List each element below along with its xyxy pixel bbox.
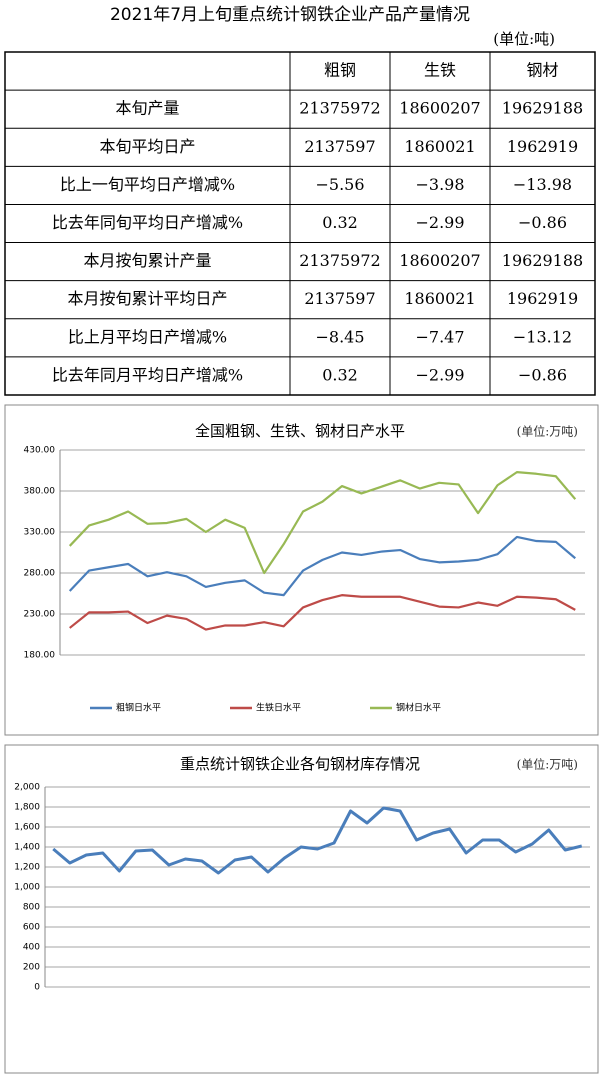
table-cell: 21375972 xyxy=(299,251,380,270)
table-cell: 2137597 xyxy=(304,137,375,156)
y-tick-label: 800 xyxy=(23,903,40,913)
table-cell: 1860021 xyxy=(404,289,475,308)
series-line xyxy=(68,471,577,575)
row-label: 比上月平均日产增减% xyxy=(68,327,227,346)
table-cell: −5.56 xyxy=(315,175,364,194)
y-tick-label: 1,000 xyxy=(14,883,40,893)
row-label: 比去年同月平均日产增减% xyxy=(52,365,243,384)
table-cell: −2.99 xyxy=(415,365,464,384)
table-cell: 1962919 xyxy=(507,137,578,156)
table-cell: 1860021 xyxy=(404,137,475,156)
chart-frame xyxy=(4,404,599,736)
table-cell: −2.99 xyxy=(415,213,464,232)
y-tick-label: 2,000 xyxy=(14,783,40,793)
table-cell: −0.86 xyxy=(518,213,567,232)
series-line xyxy=(52,806,583,875)
row-label: 本月按旬累计平均日产 xyxy=(67,289,227,308)
legend-label: 粗钢日水平 xyxy=(116,702,161,714)
table-cell: −13.98 xyxy=(513,175,572,194)
chart-frame xyxy=(4,744,599,1074)
y-tick-label: 380.00 xyxy=(24,487,56,497)
row-label: 比上一旬平均日产增减% xyxy=(60,175,235,194)
row-label: 本月按旬累计产量 xyxy=(83,251,211,270)
row-label: 本旬产量 xyxy=(115,99,179,118)
table-cell: 19629188 xyxy=(502,251,583,270)
chart-unit: (单位:万吨) xyxy=(517,757,578,772)
table-cell: 1962919 xyxy=(507,289,578,308)
series-line xyxy=(68,535,576,597)
y-tick-label: 230.00 xyxy=(24,610,56,620)
table-cell: 0.32 xyxy=(322,365,358,384)
table-cell: 18600207 xyxy=(399,251,480,270)
table-cell: 19629188 xyxy=(502,99,583,118)
column-header: 生铁 xyxy=(424,61,456,80)
y-tick-label: 200 xyxy=(23,963,40,973)
table-border xyxy=(4,51,596,396)
y-tick-label: 1,200 xyxy=(14,863,40,873)
chart-title: 重点统计钢铁企业各旬钢材库存情况 xyxy=(180,755,420,773)
table-cell: −13.12 xyxy=(513,327,572,346)
y-tick-label: 1,600 xyxy=(14,823,40,833)
table-cell: 18600207 xyxy=(399,99,480,118)
y-tick-label: 330.00 xyxy=(24,528,56,538)
doc-title: 2021年7月上旬重点统计钢铁企业产品产量情况 xyxy=(110,5,470,25)
table-cell: 0.32 xyxy=(322,213,358,232)
table-cell: −3.98 xyxy=(415,175,464,194)
table-cell: −7.47 xyxy=(415,327,464,346)
chart-unit: (单位:万吨) xyxy=(517,424,578,439)
y-tick-label: 180.00 xyxy=(24,651,56,661)
y-tick-label: 430.00 xyxy=(24,446,56,456)
legend-label: 钢材日水平 xyxy=(396,702,441,714)
y-tick-label: 1,400 xyxy=(14,843,40,853)
legend-label: 生铁日水平 xyxy=(256,702,301,714)
y-tick-label: 280.00 xyxy=(24,569,56,579)
row-label: 比去年同旬平均日产增减% xyxy=(52,213,243,232)
table-cell: 2137597 xyxy=(304,289,375,308)
table-cell: 21375972 xyxy=(299,99,380,118)
table-cell: −0.86 xyxy=(518,365,567,384)
column-header: 粗钢 xyxy=(324,61,356,80)
doc-unit: (单位:吨) xyxy=(493,30,555,48)
table-cell: −8.45 xyxy=(315,327,364,346)
column-header: 钢材 xyxy=(526,61,558,80)
y-tick-label: 600 xyxy=(23,923,40,933)
chart-title: 全国粗钢、生铁、钢材日产水平 xyxy=(195,422,405,440)
y-tick-label: 400 xyxy=(23,943,40,953)
series-line xyxy=(69,594,576,631)
y-tick-label: 1,800 xyxy=(14,803,40,813)
row-label: 本旬平均日产 xyxy=(99,137,195,156)
y-tick-label: 0 xyxy=(34,983,40,993)
